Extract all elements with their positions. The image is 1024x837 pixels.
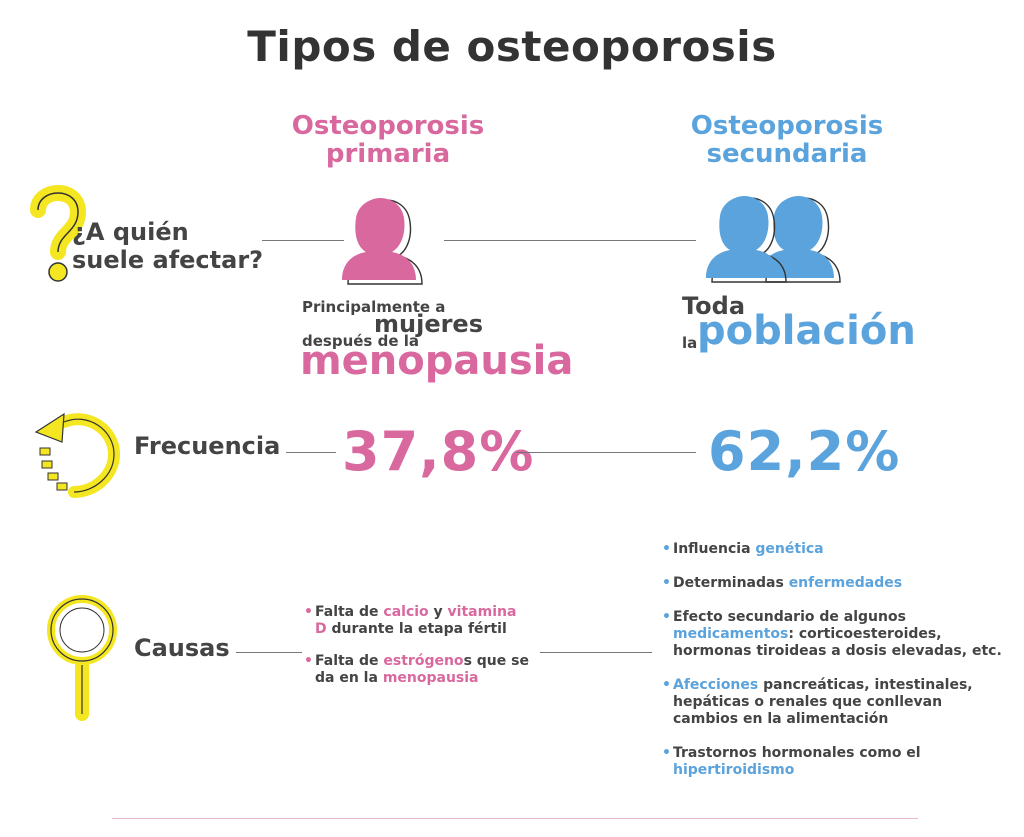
column-header-secondary-line1: Osteoporosis [690, 111, 884, 141]
item-highlight: calcio [383, 604, 429, 620]
connector-line [262, 240, 344, 241]
item-text: durante la etapa fértil [326, 621, 507, 637]
who-secondary-text1: Toda [682, 292, 746, 320]
circular-arrow-icon [34, 412, 121, 498]
connector-line [540, 652, 652, 653]
item-text: Falta de [315, 653, 384, 669]
who-primary-text1: Principalmente a [302, 298, 446, 316]
woman-silhouette-icon [342, 198, 423, 285]
who-primary-text2: mujeres [374, 310, 483, 338]
connector-line [236, 652, 302, 653]
connector-line [444, 240, 696, 241]
magnifying-glass-icon [47, 595, 117, 721]
list-item: Determinadas enfermedades [662, 575, 1002, 592]
who-primary-text3: después de la [302, 332, 419, 350]
item-text: Falta de [315, 604, 384, 620]
who-secondary-text2: la [682, 334, 698, 352]
two-women-silhouette-icon [706, 196, 841, 283]
list-item: Afecciones pancreáticas, intestinales, h… [662, 677, 1002, 728]
row-label-frequency: Frecuencia [134, 432, 281, 460]
item-highlight: genética [755, 541, 824, 557]
column-header-primary: Osteoporosis primaria [288, 112, 488, 168]
bottom-divider [112, 818, 918, 819]
connector-line [286, 452, 336, 453]
list-item: Influencia genética [662, 541, 1002, 558]
row-label-who-line2: suele afectar? [72, 246, 264, 274]
item-text: Efecto secundario de algunos [673, 609, 906, 625]
item-text: s que se da en la [315, 653, 529, 686]
item-highlight: menopausia [382, 670, 479, 686]
item-text: Influencia [673, 541, 756, 557]
item-highlight: medicamentos [673, 626, 789, 642]
list-item: Trastornos hormonales como el hipertiroi… [662, 745, 1002, 779]
page-title: Tipos de osteoporosis [247, 22, 777, 71]
question-mark-icon [30, 185, 87, 282]
item-text: : corticoesteroides, hormonas tiroideas … [673, 626, 1002, 659]
causes-primary-list: Falta de calcio y vitamina D durante la … [304, 604, 530, 702]
connector-line [516, 452, 696, 453]
frequency-secondary-value: 62,2% [708, 420, 901, 483]
item-text: Determinadas [673, 575, 789, 591]
item-highlight: estrógeno [383, 653, 464, 669]
item-text: pancreáticas, intestinales, hepáticas o … [673, 677, 973, 727]
column-header-secondary-line2: secundaria [706, 139, 868, 169]
row-label-causes: Causas [134, 634, 230, 662]
who-secondary-text3: población [697, 308, 916, 354]
item-highlight: vitamina D [315, 604, 517, 637]
column-header-primary-line2: primaria [325, 139, 451, 169]
item-highlight: hipertiroidismo [673, 762, 795, 778]
row-label-who-line1: ¿A quién [72, 218, 189, 246]
item-text: Trastornos hormonales como el [673, 745, 921, 761]
item-highlight: Afecciones [673, 677, 759, 693]
column-header-primary-line1: Osteoporosis [291, 111, 485, 141]
column-header-secondary: Osteoporosis secundaria [680, 112, 894, 168]
list-item: Efecto secundario de algunos medicamento… [662, 609, 1002, 660]
who-primary-text4: menopausia [300, 338, 574, 384]
list-item: Falta de estrógenos que se da en la meno… [304, 653, 530, 687]
causes-secondary-list: Influencia genética Determinadas enferme… [662, 541, 1002, 796]
list-item: Falta de calcio y vitamina D durante la … [304, 604, 530, 638]
frequency-primary-value: 37,8% [342, 420, 535, 483]
item-text: y [428, 604, 448, 620]
item-highlight: enfermedades [788, 575, 903, 591]
row-label-who: ¿A quién suele afectar? [72, 218, 263, 274]
